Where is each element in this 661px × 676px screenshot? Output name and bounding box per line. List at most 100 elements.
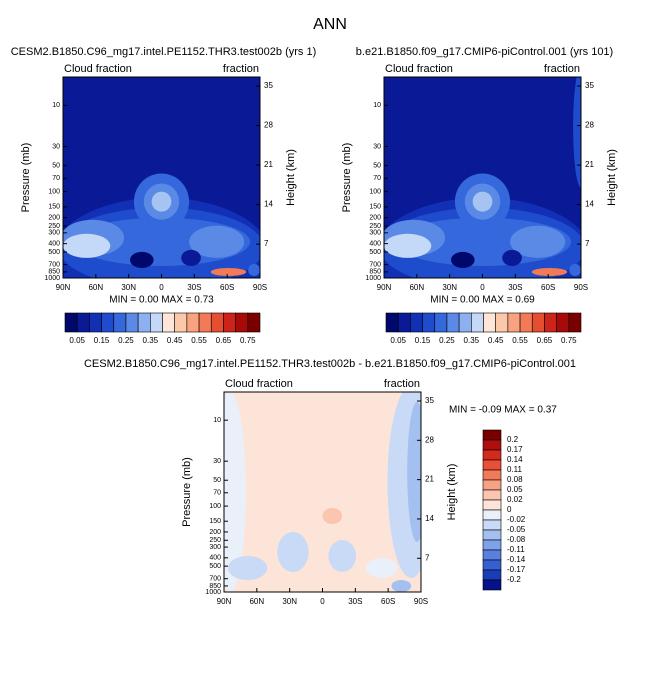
colorbar-label: 0.05 <box>507 485 523 494</box>
colorbar-box <box>482 519 502 531</box>
y-tick-label: 70 <box>213 490 221 497</box>
colorbar-box <box>482 459 502 471</box>
colorbar-box <box>482 479 502 491</box>
colorbar-box <box>458 312 472 333</box>
colorbar-box <box>507 312 521 333</box>
colorbar-label: 0.35 <box>464 336 480 345</box>
y2-tick-label: 28 <box>264 121 273 130</box>
contour-field <box>63 77 260 278</box>
y-tick-label: 100 <box>209 503 221 510</box>
right-label: fraction <box>384 378 420 390</box>
contour-region <box>407 402 421 542</box>
stats: MIN = -0.09 MAX = 0.37 <box>449 405 557 416</box>
colorbar-label: 0.25 <box>439 336 455 345</box>
x-tick-label: 60N <box>249 597 264 606</box>
colorbar-box <box>174 312 188 333</box>
x-tick-label: 30S <box>187 283 201 292</box>
x-tick-label: 60N <box>409 283 424 292</box>
colorbar-label: 0.14 <box>507 455 523 464</box>
colorbar-box <box>482 509 502 521</box>
contour-region <box>365 558 398 578</box>
contour-region <box>210 267 247 276</box>
subtitle: CESM2.B1850.C96_mg17.intel.PE1152.THR3.t… <box>84 358 576 370</box>
left-label: Cloud fraction <box>64 63 132 75</box>
colorbar-label: 0.35 <box>143 336 159 345</box>
y-tick-label: 500 <box>48 249 60 256</box>
contour-region <box>472 191 493 212</box>
y-tick-label: 1000 <box>44 275 60 282</box>
y-tick-label: 50 <box>373 163 381 170</box>
colorbar-label: 0.45 <box>488 336 504 345</box>
y-tick-label: 400 <box>48 240 60 247</box>
colorbar-label: 0.55 <box>191 336 207 345</box>
x-tick-label: 30N <box>282 597 297 606</box>
contour-region <box>248 263 260 276</box>
y-tick-label: 10 <box>213 417 221 424</box>
y-tick-label: 850 <box>48 269 60 276</box>
y-tick-label: 50 <box>213 477 221 484</box>
y-tick-label: 200 <box>209 529 221 536</box>
colorbar-label: 0.2 <box>507 435 519 444</box>
y-tick-label: 400 <box>369 240 381 247</box>
colorbar-label: 0.02 <box>507 495 523 504</box>
colorbar-box <box>223 312 236 333</box>
colorbar-label: 0.08 <box>507 475 523 484</box>
colorbar-label: -0.08 <box>507 535 526 544</box>
colorbar-box <box>125 312 139 333</box>
y-axis-label: Pressure (mb) <box>20 143 32 213</box>
x-tick-label: 30N <box>121 283 136 292</box>
left-label: Cloud fraction <box>225 378 293 390</box>
colorbar-box <box>434 312 448 333</box>
y2-axis-label: Height (km) <box>285 149 297 206</box>
y-tick-label: 300 <box>48 230 60 237</box>
colorbar-box <box>568 312 582 333</box>
colorbar-label: 0.25 <box>118 336 134 345</box>
panel: CESM2.B1850.C96_mg17.intel.PE1152.THR3.t… <box>84 358 576 606</box>
colorbar-label: 0.15 <box>94 336 110 345</box>
y-tick-label: 200 <box>48 214 60 221</box>
y-tick-label: 400 <box>209 555 221 562</box>
y-tick-label: 150 <box>48 204 60 211</box>
y2-tick-label: 14 <box>425 514 434 523</box>
colorbar-label: 0.65 <box>216 336 232 345</box>
colorbar-box <box>482 539 502 551</box>
y2-tick-label: 35 <box>585 81 594 90</box>
y-axis-label: Pressure (mb) <box>181 457 193 527</box>
x-tick-label: 60S <box>541 283 555 292</box>
colorbar-box <box>186 312 200 333</box>
colorbar-label: -0.05 <box>507 525 526 534</box>
colorbar-box <box>76 312 90 333</box>
stats: MIN = 0.00 MAX = 0.69 <box>430 295 535 306</box>
subtitle: b.e21.B1850.f09_g17.CMIP6-piControl.001 … <box>356 46 613 58</box>
x-tick-label: 90S <box>414 597 428 606</box>
y2-tick-label: 14 <box>264 200 273 209</box>
y-tick-label: 850 <box>209 583 221 590</box>
y-axis-label: Pressure (mb) <box>341 143 353 213</box>
colorbar-box <box>482 429 502 441</box>
y-tick-label: 850 <box>369 269 381 276</box>
x-tick-label: 0 <box>159 283 164 292</box>
colorbar-box <box>482 549 502 561</box>
y-tick-label: 100 <box>369 188 381 195</box>
y-tick-label: 500 <box>369 249 381 256</box>
colorbar-label: 0.05 <box>69 336 85 345</box>
x-tick-label: 30S <box>508 283 522 292</box>
y2-tick-label: 35 <box>264 81 273 90</box>
colorbar-box <box>385 312 399 333</box>
y-tick-label: 70 <box>373 175 381 182</box>
contour-region <box>328 540 356 572</box>
colorbar-box <box>482 579 502 591</box>
y-tick-label: 300 <box>369 230 381 237</box>
y2-tick-label: 21 <box>264 160 273 169</box>
colorbar-box <box>247 312 261 333</box>
colorbar-box <box>482 449 502 461</box>
colorbar-box <box>482 439 502 451</box>
y-tick-label: 30 <box>213 458 221 465</box>
figure-title: ANN <box>313 16 347 33</box>
y-tick-label: 30 <box>373 143 381 150</box>
x-tick-label: 60N <box>88 283 103 292</box>
right-label: fraction <box>544 63 580 75</box>
colorbar-box <box>482 569 502 581</box>
y-tick-label: 10 <box>373 102 381 109</box>
x-tick-label: 60S <box>220 283 234 292</box>
